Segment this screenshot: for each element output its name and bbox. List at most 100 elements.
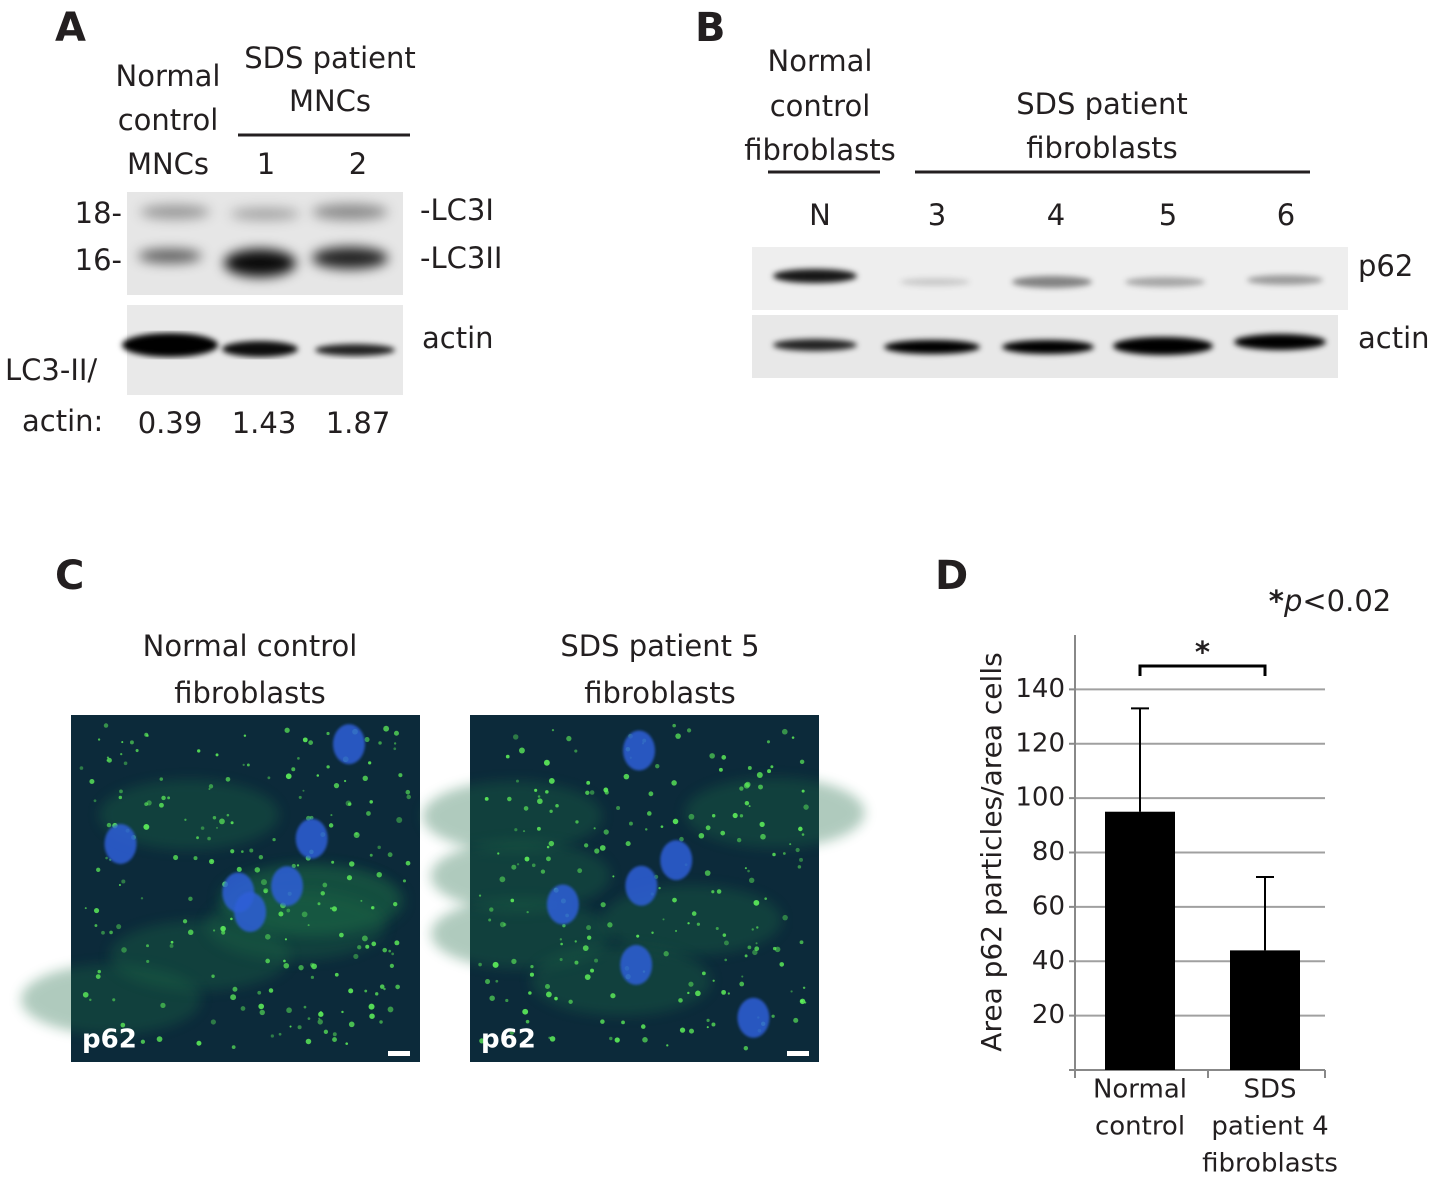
particle bbox=[642, 1037, 648, 1043]
x-tick-label: Normal bbox=[1093, 1075, 1187, 1105]
stain-label: p62 bbox=[481, 1025, 536, 1055]
particle bbox=[333, 783, 340, 789]
particle bbox=[316, 774, 320, 777]
particle bbox=[323, 1029, 329, 1034]
particle bbox=[479, 1038, 485, 1044]
particle bbox=[651, 931, 654, 934]
particle bbox=[562, 923, 566, 928]
particle bbox=[322, 882, 328, 888]
band-label: p62 bbox=[1358, 249, 1413, 283]
particle bbox=[318, 1017, 321, 1020]
particle bbox=[748, 805, 751, 808]
particle bbox=[739, 814, 744, 818]
cell-body bbox=[430, 840, 611, 911]
particle bbox=[744, 800, 750, 806]
particle bbox=[249, 848, 254, 853]
particle bbox=[343, 779, 347, 783]
particle bbox=[600, 1019, 605, 1024]
particle bbox=[267, 776, 271, 780]
particle bbox=[672, 818, 679, 825]
particle bbox=[799, 857, 804, 862]
particle bbox=[779, 962, 785, 967]
particle bbox=[308, 740, 314, 745]
particle bbox=[715, 926, 719, 931]
particle bbox=[548, 778, 555, 784]
particle bbox=[246, 763, 250, 767]
particle bbox=[196, 1040, 202, 1046]
particle bbox=[718, 767, 723, 772]
image-title: fibroblasts bbox=[584, 676, 736, 710]
particle bbox=[484, 796, 489, 801]
size-marker: 18- bbox=[75, 196, 122, 230]
particle bbox=[636, 934, 640, 938]
particle bbox=[393, 901, 398, 907]
particle bbox=[173, 854, 179, 861]
particle bbox=[537, 795, 541, 798]
particle bbox=[383, 987, 386, 991]
nucleus bbox=[271, 866, 304, 907]
particle bbox=[129, 740, 134, 745]
particle bbox=[231, 1045, 236, 1049]
particle bbox=[704, 870, 711, 876]
particle bbox=[254, 867, 261, 873]
particle bbox=[590, 968, 595, 973]
particle bbox=[257, 990, 262, 995]
particle bbox=[507, 796, 512, 802]
particle bbox=[772, 852, 776, 857]
particle bbox=[326, 765, 330, 769]
particle bbox=[752, 949, 758, 956]
particle bbox=[369, 853, 373, 857]
image-title: fibroblasts bbox=[174, 676, 326, 710]
lane-header: control bbox=[770, 89, 871, 123]
particle bbox=[711, 1022, 716, 1027]
lane-label: 6 bbox=[1277, 198, 1295, 232]
particle bbox=[574, 749, 578, 753]
particle bbox=[544, 984, 551, 990]
particle bbox=[371, 941, 377, 947]
particle bbox=[748, 877, 755, 884]
particle bbox=[574, 940, 577, 943]
particle bbox=[82, 991, 89, 998]
particle bbox=[353, 953, 359, 960]
y-tick-label: 20 bbox=[1032, 1000, 1065, 1030]
particle bbox=[492, 961, 499, 968]
particle bbox=[744, 954, 748, 958]
particle bbox=[679, 836, 684, 842]
particle bbox=[747, 869, 750, 873]
particle bbox=[516, 863, 520, 866]
particle bbox=[144, 802, 149, 807]
particle bbox=[259, 1009, 265, 1016]
particle bbox=[607, 922, 613, 928]
panel-label: A bbox=[55, 5, 86, 51]
nucleus bbox=[332, 724, 365, 765]
particle bbox=[159, 777, 164, 781]
particle bbox=[405, 860, 411, 866]
particle bbox=[747, 945, 752, 950]
particle bbox=[489, 907, 494, 912]
group-header: SDS patient bbox=[244, 41, 416, 75]
particle bbox=[232, 986, 238, 992]
particle bbox=[802, 986, 806, 990]
particle bbox=[691, 911, 697, 916]
particle bbox=[242, 763, 245, 766]
particle bbox=[803, 804, 809, 810]
particle bbox=[310, 975, 314, 979]
particle bbox=[799, 759, 805, 765]
nucleus bbox=[104, 823, 137, 864]
panel-label: D bbox=[935, 553, 968, 599]
particle bbox=[387, 1006, 394, 1013]
particle bbox=[95, 974, 101, 980]
group-header: fibroblasts bbox=[1026, 131, 1178, 165]
particle bbox=[303, 1005, 307, 1009]
particle bbox=[616, 805, 621, 810]
particle bbox=[791, 736, 795, 739]
micrograph bbox=[21, 715, 420, 1062]
particle bbox=[756, 771, 763, 778]
particle bbox=[226, 813, 230, 817]
ratio-value: 0.39 bbox=[138, 406, 203, 440]
nucleus bbox=[546, 884, 579, 925]
particle bbox=[97, 738, 101, 741]
particle bbox=[583, 843, 589, 848]
y-tick-label: 120 bbox=[1015, 728, 1065, 758]
